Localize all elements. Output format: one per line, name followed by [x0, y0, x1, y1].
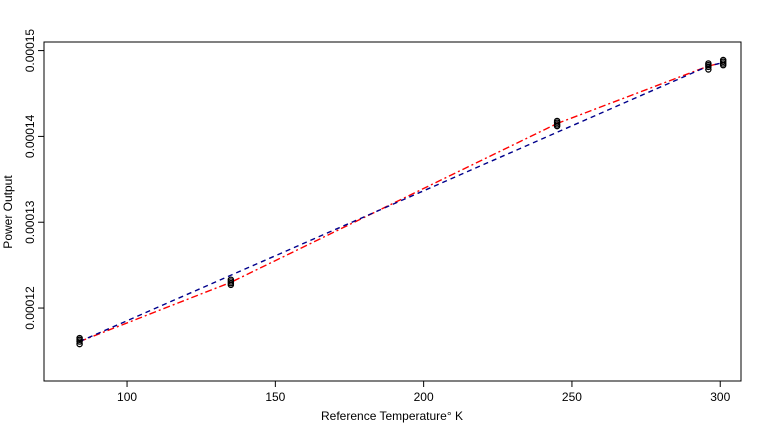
data-point	[76, 334, 83, 342]
data-point	[227, 276, 235, 283]
x-tick-label: 200	[414, 390, 434, 404]
data-points	[76, 56, 727, 348]
fit-lines	[79, 61, 724, 343]
y-tick-label: 0.00013	[23, 200, 37, 244]
data-point	[553, 117, 561, 125]
data-point	[705, 66, 712, 73]
x-tick-label: 100	[117, 390, 137, 404]
data-point	[705, 60, 712, 67]
y-tick-label: 0.00014	[23, 114, 37, 158]
x-tick-label: 250	[562, 390, 582, 404]
y-tick-label: 0.00015	[23, 29, 37, 73]
data-point	[719, 56, 727, 64]
x-tick-label: 150	[265, 390, 285, 404]
y-axis: 0.00012 0.00013 0.00014 0.00015	[23, 29, 44, 330]
fit-line-blue-dashed	[79, 61, 724, 343]
x-tick-label: 300	[710, 390, 730, 404]
y-tick-label: 0.00012	[23, 286, 37, 330]
fit-line-red-dash-dot	[79, 61, 724, 343]
x-axis-title: Reference Temperature° K	[321, 409, 463, 423]
y-axis-title: Power Output	[1, 175, 15, 249]
x-axis: 100 150 200 250 300	[117, 381, 731, 404]
data-point	[76, 340, 83, 348]
plot-frame	[43, 41, 742, 382]
